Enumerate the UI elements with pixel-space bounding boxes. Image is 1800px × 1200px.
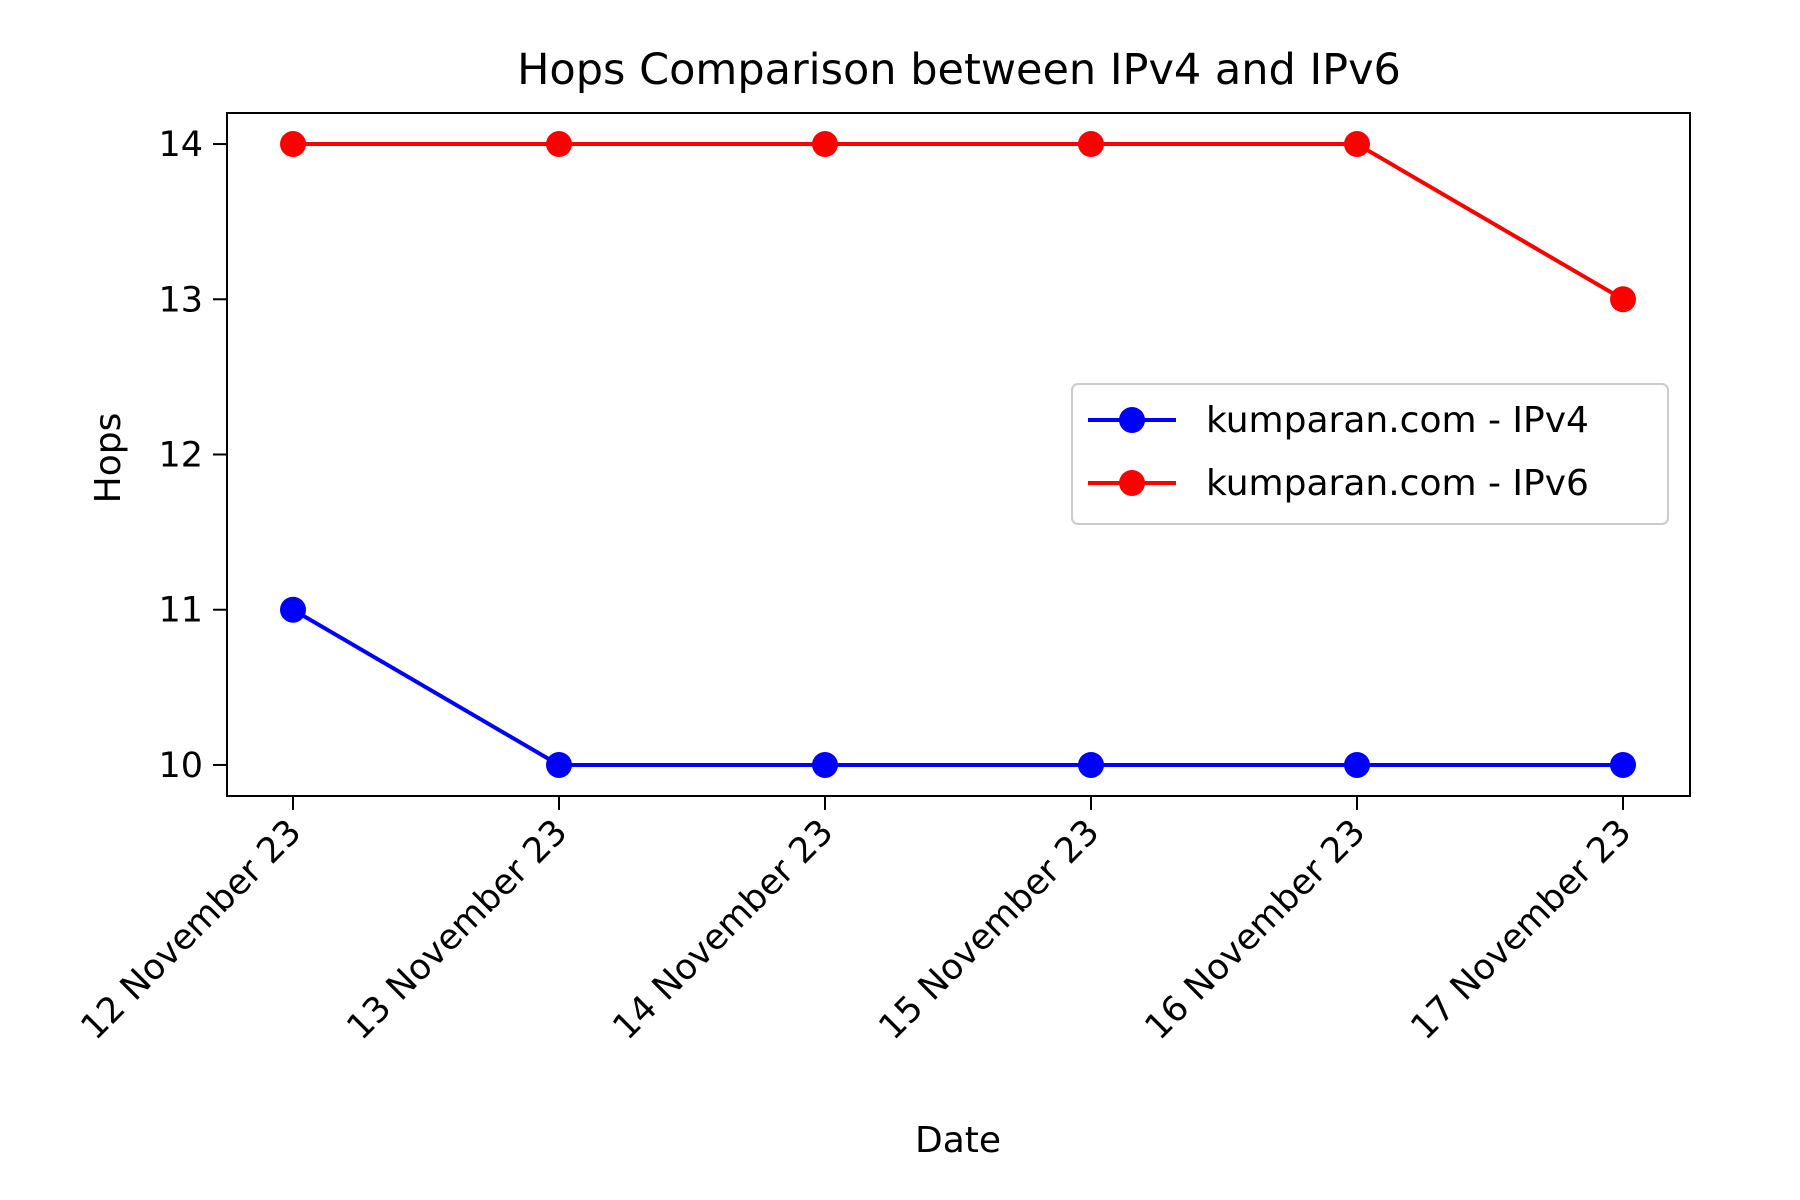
legend-label: kumparan.com - IPv4 <box>1206 400 1589 441</box>
y-tick-label: 13 <box>158 280 203 320</box>
series-1 <box>280 596 1636 778</box>
y-tick-label: 11 <box>158 591 203 631</box>
series-layer <box>280 131 1636 778</box>
series-line <box>290 606 1625 767</box>
data-point <box>1078 131 1104 158</box>
plot-frame <box>226 112 1691 797</box>
data-point <box>280 131 306 158</box>
x-axis-label: Date <box>915 1120 1001 1161</box>
data-point <box>546 751 572 778</box>
y-axis: 10 11 12 13 14 <box>158 125 227 786</box>
data-point <box>1344 751 1370 778</box>
legend: kumparan.com - IPv4 kumparan.com - IPv6 <box>1071 383 1669 525</box>
data-point <box>1078 751 1104 778</box>
series-2 <box>280 131 1636 313</box>
data-point <box>812 751 838 778</box>
series-line <box>291 142 1626 303</box>
legend-item: kumparan.com - IPv6 <box>1088 463 1589 504</box>
data-point <box>1610 751 1636 778</box>
y-tick-label: 12 <box>158 436 203 476</box>
legend-item: kumparan.com - IPv4 <box>1088 400 1589 441</box>
legend-marker <box>1119 470 1145 496</box>
chart-title: Hops Comparison between IPv4 and IPv6 <box>517 45 1401 95</box>
data-point <box>1344 131 1370 158</box>
data-point <box>546 131 572 158</box>
y-tick-label: 10 <box>158 746 203 786</box>
y-tick-label: 14 <box>158 125 203 165</box>
legend-marker <box>1119 407 1145 433</box>
data-point <box>812 131 838 158</box>
data-point <box>280 596 306 623</box>
legend-label: kumparan.com - IPv6 <box>1206 463 1589 504</box>
legend-box <box>1071 383 1669 525</box>
data-point <box>1610 286 1636 313</box>
y-axis-label: Hops <box>88 413 129 504</box>
